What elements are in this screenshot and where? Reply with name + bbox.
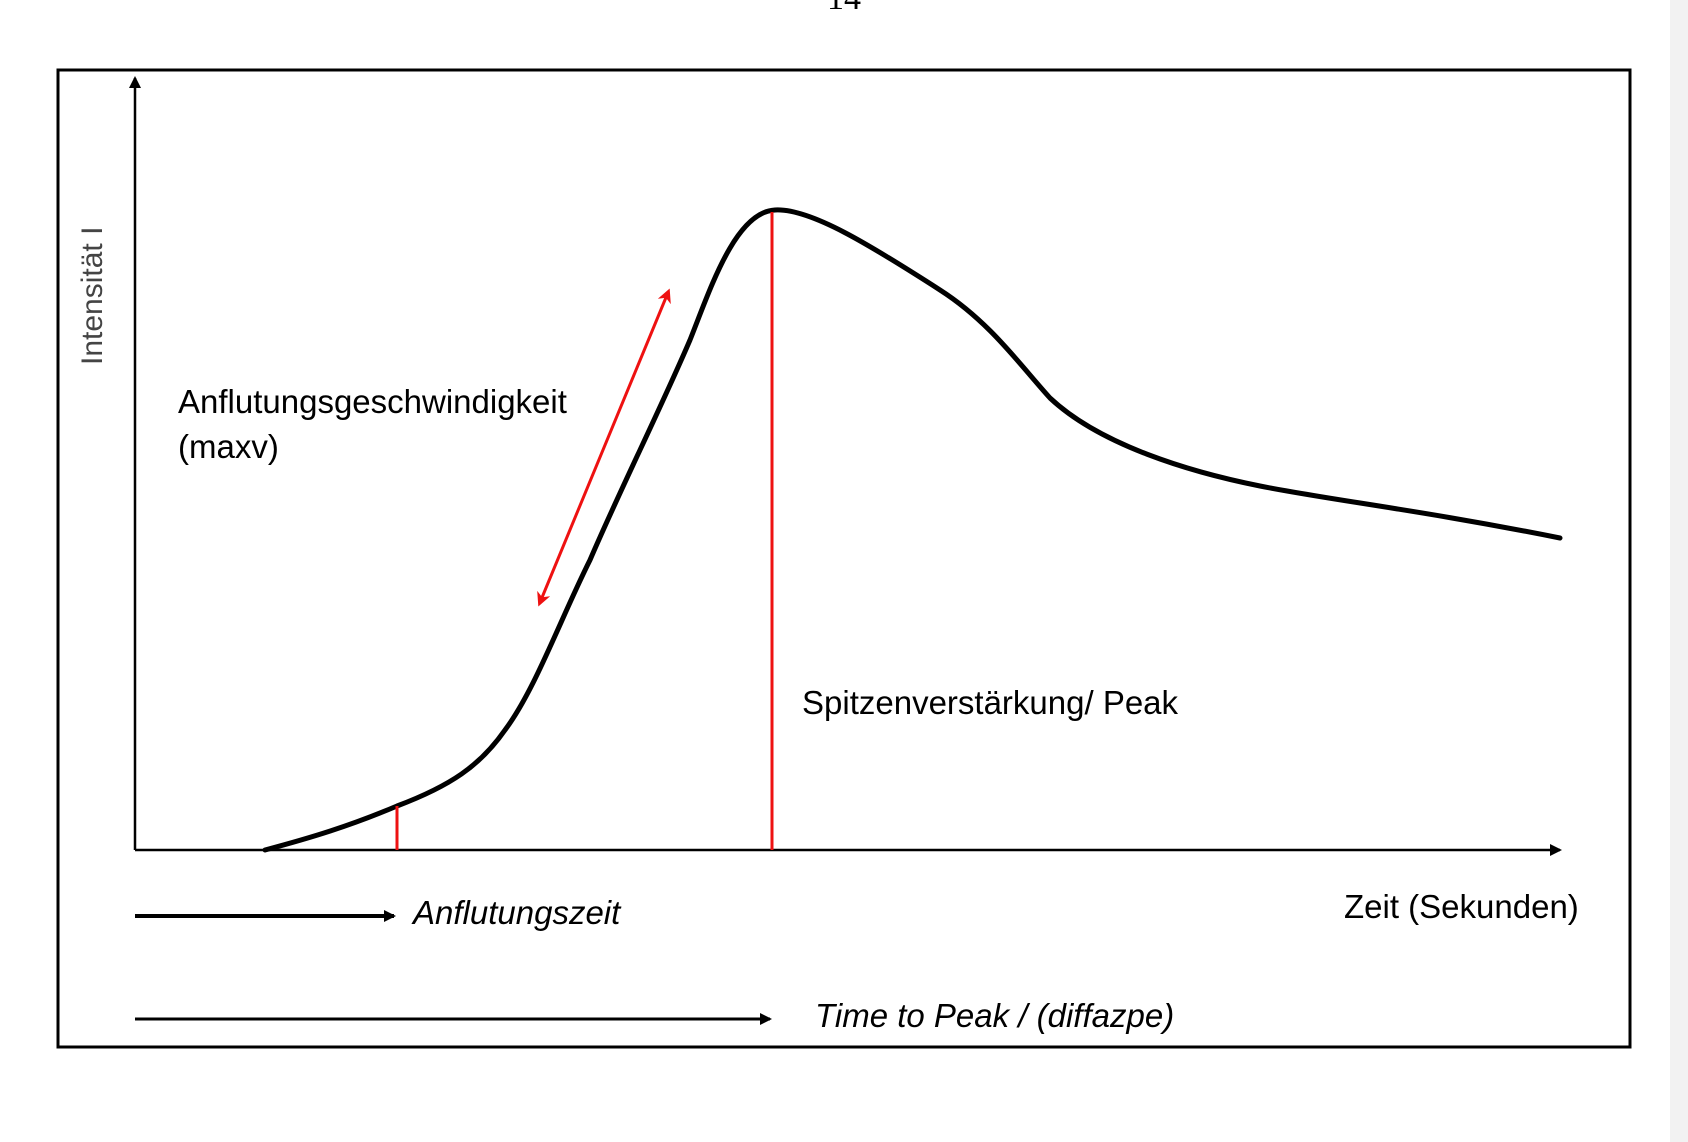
intensity-curve [262,207,1563,853]
slope-double-arrow [537,288,671,607]
page-number: 14 [0,0,1688,18]
diagram-frame [56,68,1632,1049]
time-to-peak-label: Time to Peak / (diffazpe) [815,997,1174,1034]
page-edge-strip [1670,0,1688,1142]
slope-label-line1: Anflutungsgeschwindigkeit [178,383,567,420]
peak-label: Spitzenverstärkung/ Peak [802,684,1179,721]
arrival-time-label: Anflutungszeit [411,894,622,931]
slope-label-line2: (maxv) [178,428,279,465]
x-axis-label: Zeit (Sekunden) [1344,888,1579,925]
y-axis-label: Intensität I [76,227,109,365]
